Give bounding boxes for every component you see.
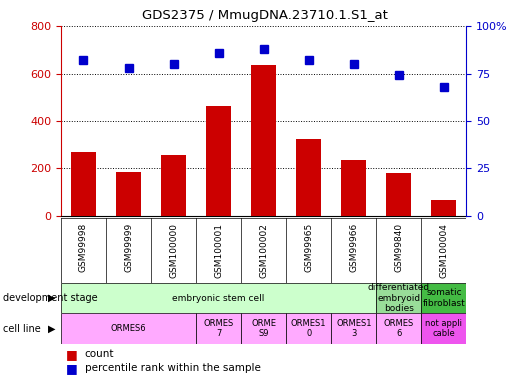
Bar (71, 152, 96, 216)
Text: count: count (85, 350, 114, 359)
Text: GSM99998: GSM99998 (79, 223, 88, 272)
Bar (116, 172, 141, 216)
Bar (296, 139, 321, 216)
Bar (421, 313, 466, 344)
Text: differentiated
embryoid
bodies: differentiated embryoid bodies (368, 283, 430, 313)
Bar (376, 283, 421, 313)
Bar (331, 313, 376, 344)
Text: GSM99966: GSM99966 (349, 223, 358, 272)
Text: ■: ■ (66, 362, 78, 375)
Text: GSM100002: GSM100002 (259, 223, 268, 278)
Text: ORMES6: ORMES6 (111, 324, 146, 333)
Text: ORMES
6: ORMES 6 (384, 319, 414, 338)
Text: ORME
S9: ORME S9 (251, 319, 276, 338)
Text: GSM100004: GSM100004 (439, 223, 448, 278)
Text: GSM99840: GSM99840 (394, 223, 403, 272)
Bar (421, 283, 466, 313)
Text: ▶: ▶ (48, 293, 55, 303)
Text: somatic
fibroblast: somatic fibroblast (422, 288, 465, 308)
Text: GSM99965: GSM99965 (304, 223, 313, 272)
Bar (431, 200, 456, 216)
Bar (161, 155, 186, 216)
Bar (61, 283, 376, 313)
Bar (341, 160, 366, 216)
Text: cell line: cell line (3, 324, 40, 333)
Text: GSM100000: GSM100000 (169, 223, 178, 278)
Text: ORMES1
0: ORMES1 0 (291, 319, 326, 338)
Text: GDS2375 / MmugDNA.23710.1.S1_at: GDS2375 / MmugDNA.23710.1.S1_at (142, 9, 388, 22)
Text: ■: ■ (66, 348, 78, 361)
Bar (241, 313, 286, 344)
Bar (386, 173, 411, 216)
Text: percentile rank within the sample: percentile rank within the sample (85, 363, 261, 373)
Text: ORMES
7: ORMES 7 (204, 319, 234, 338)
Bar (286, 313, 331, 344)
Text: GSM99999: GSM99999 (124, 223, 133, 272)
Text: ORMES1
3: ORMES1 3 (336, 319, 372, 338)
Bar (61, 313, 196, 344)
Text: not appli
cable: not appli cable (426, 319, 462, 338)
Bar (196, 313, 241, 344)
Bar (376, 313, 421, 344)
Text: development stage: development stage (3, 293, 98, 303)
Text: ▶: ▶ (48, 324, 55, 333)
Text: GSM100001: GSM100001 (214, 223, 223, 278)
Bar (206, 105, 231, 216)
Text: embryonic stem cell: embryonic stem cell (172, 294, 265, 303)
Bar (251, 65, 276, 216)
